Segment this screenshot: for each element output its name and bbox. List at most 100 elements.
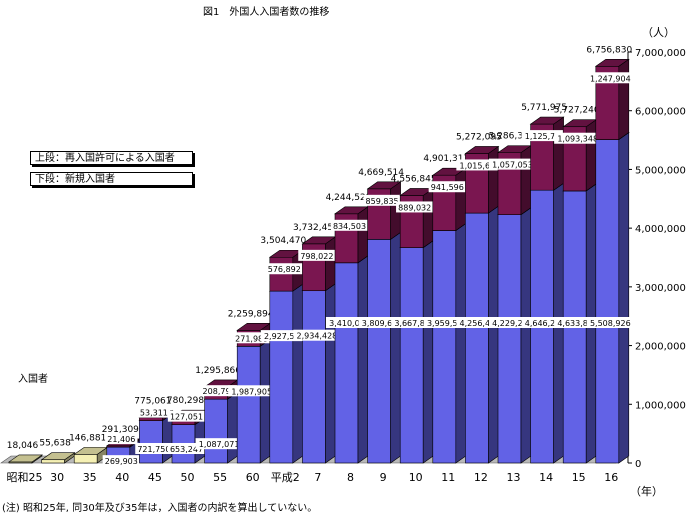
- x-tick-label: 12: [474, 471, 488, 484]
- data-label-total: 2,259,894: [228, 309, 274, 319]
- data-label-reentry: 798,022: [300, 252, 333, 261]
- data-label-new: 5,508,926: [590, 319, 631, 328]
- x-unit: （年）: [630, 484, 663, 498]
- data-label-new-bg: [195, 438, 243, 450]
- data-label-reentry: 21,406: [107, 435, 135, 444]
- bar-new-side: [455, 222, 467, 464]
- x-tick-label: 10: [409, 471, 423, 484]
- bar-reentry: [562, 119, 598, 192]
- data-label-reentry: 53,311: [140, 409, 168, 418]
- x-tick-label: 40: [115, 471, 129, 484]
- data-label-new-bg: [167, 443, 206, 454]
- data-label-total: 780,298: [167, 396, 204, 406]
- bar-new-front: [302, 290, 326, 464]
- y-tick-label: 2,000,000: [635, 342, 686, 353]
- data-label-total: 5,286,310: [489, 132, 535, 142]
- y-tick-label: 5,000,000: [635, 165, 686, 176]
- data-label-new-bg: [260, 330, 308, 342]
- bar-reentry-side: [553, 116, 564, 191]
- bar-new-front: [497, 214, 522, 464]
- legend-lower-label: 下段：新規入国者: [35, 174, 115, 185]
- data-label-reentry: 1,015,692: [460, 161, 501, 170]
- data-label-new: 1,087,071: [199, 440, 240, 449]
- bar-reentry-side: [585, 119, 597, 192]
- data-label-reentry: 941,596: [431, 183, 464, 192]
- data-label-new: 4,256,403: [460, 319, 501, 328]
- data-label-new: 2,934,428: [297, 332, 338, 341]
- x-tick-label: 13: [507, 471, 521, 484]
- data-label-new: 721,750: [137, 445, 170, 454]
- bar-reentry-side: [422, 187, 434, 249]
- data-label-total: 4,244,529: [326, 193, 372, 203]
- data-label-new: 269,903: [105, 457, 138, 466]
- data-label-total: 5,771,975: [521, 103, 567, 113]
- data-label-reentry-bg: [554, 132, 602, 144]
- data-label-total: 4,901,317: [423, 154, 469, 164]
- bar-new-front: [204, 398, 228, 464]
- data-label-reentry-bg: [233, 332, 271, 344]
- data-label-total: 5,272,095: [456, 132, 502, 142]
- data-label-new-bg: [135, 443, 173, 454]
- data-label-reentry-bg: [488, 158, 537, 170]
- data-label-new-bg: [102, 455, 140, 467]
- bar-reentry-top: [529, 116, 565, 125]
- bar-new-front: [334, 262, 359, 464]
- bar-total-top: [40, 452, 76, 461]
- y-label: 入国者: [18, 373, 48, 385]
- data-label-new: 1,987,905: [231, 387, 272, 396]
- data-label-reentry: 1,093,348: [557, 135, 598, 144]
- x-tick-label: 11: [441, 471, 455, 484]
- x-tick-label: 昭和25: [7, 471, 43, 484]
- data-label-reentry-bg: [137, 406, 171, 418]
- data-label-total: 3,504,470: [260, 236, 306, 246]
- data-label-reentry-bg: [330, 219, 369, 231]
- y-tick-label: 3,000,000: [635, 283, 686, 294]
- x-tick-label: 16: [604, 471, 618, 484]
- bar-new: [203, 391, 239, 464]
- data-label-reentry-bg: [363, 194, 401, 206]
- bar-reentry: [464, 145, 500, 214]
- data-label-reentry-bg: [521, 130, 569, 142]
- data-label-new: 3,809,679: [362, 319, 403, 328]
- bar-reentry: [431, 167, 467, 232]
- x-tick-label: 55: [213, 471, 227, 484]
- data-label-reentry-bg: [265, 263, 303, 275]
- data-label-new-bg: [228, 385, 276, 397]
- bar-new-front: [465, 212, 489, 464]
- data-label-new-bg: [293, 329, 341, 341]
- bar-new: [301, 283, 337, 464]
- data-label-new: 3,959,521: [427, 319, 468, 328]
- x-tick-label: 7: [314, 471, 321, 484]
- bar-new: [268, 283, 304, 464]
- data-label-total: 55,638: [39, 439, 71, 449]
- bar-new: [464, 205, 500, 464]
- data-label-reentry: 889,032: [398, 203, 431, 212]
- data-label-total: 1,295,866: [195, 366, 241, 376]
- data-label-total: 5,727,240: [554, 106, 600, 116]
- bar-reentry-side: [455, 167, 467, 232]
- bar-reentry-side: [488, 145, 499, 214]
- bar-new-front: [432, 230, 457, 464]
- data-label-new-bg: [456, 317, 504, 328]
- data-label-reentry: 576,892: [268, 265, 301, 274]
- legend-upper-label: 上段：再入国許可による入国者: [35, 153, 175, 164]
- bar-new-side: [357, 255, 369, 464]
- data-label-new-bg: [358, 317, 406, 328]
- data-label-total: 4,556,845: [391, 174, 437, 184]
- bar-new-front: [595, 139, 620, 464]
- bar-new-side: [292, 283, 304, 464]
- bar-total: [40, 452, 76, 464]
- bar-new: [594, 131, 630, 464]
- bar-new-side: [520, 207, 532, 464]
- x-tick-label: 15: [572, 471, 586, 484]
- bar-new-side: [259, 338, 271, 464]
- bar-reentry: [301, 236, 337, 292]
- bar-total-front: [73, 454, 98, 464]
- bar-new-side: [422, 240, 434, 464]
- data-label-reentry-bg: [456, 159, 504, 171]
- data-label-reentry-bg: [167, 410, 206, 422]
- y-unit: （人）: [642, 26, 675, 39]
- data-label-reentry-bg: [298, 249, 336, 261]
- bar-reentry: [399, 187, 435, 249]
